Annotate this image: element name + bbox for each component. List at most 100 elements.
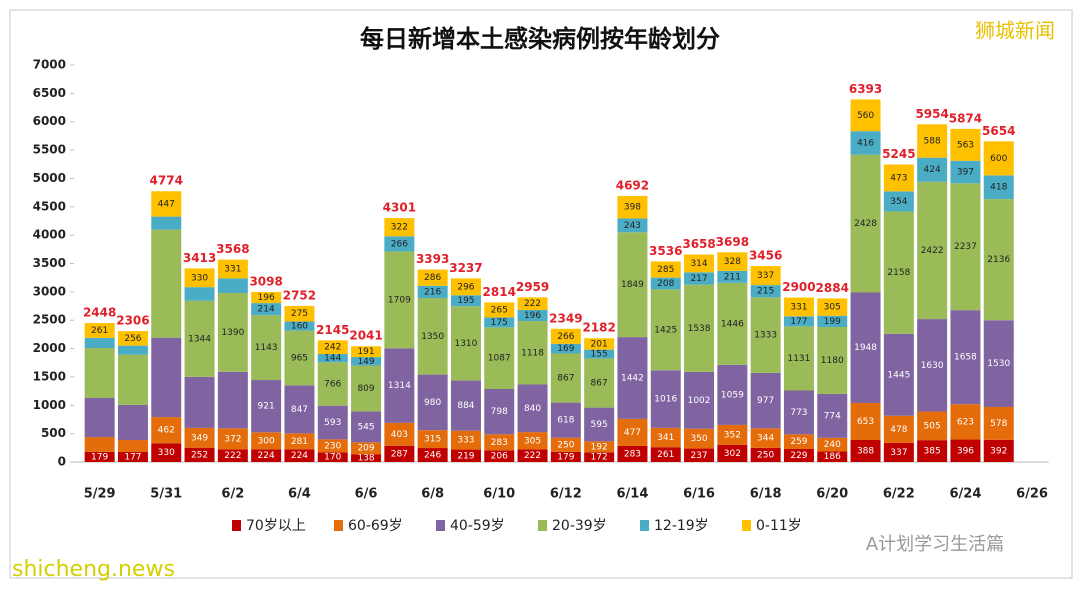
- data-label: 341: [657, 433, 674, 443]
- bar-segment: [217, 292, 248, 372]
- bar-segment: [983, 439, 1014, 462]
- data-label: 240: [824, 440, 841, 450]
- data-label: 217: [690, 274, 707, 284]
- data-label: 478: [890, 425, 907, 435]
- bar-segment: [783, 316, 814, 327]
- bar-segment: [417, 374, 448, 431]
- watermark: 狮城新闻: [975, 19, 1055, 43]
- data-label: 170: [324, 453, 341, 463]
- data-label: 305: [524, 436, 541, 446]
- bar-segment: [251, 291, 282, 304]
- data-label: 175: [491, 318, 508, 328]
- bar-segment: [584, 358, 615, 408]
- bar-segment: [517, 384, 548, 433]
- bar-segment: [850, 154, 881, 293]
- data-label: 473: [890, 173, 907, 183]
- data-label: 322: [391, 223, 408, 233]
- bar-segment: [450, 295, 481, 307]
- bar-segment: [251, 432, 282, 450]
- bar-segment: [484, 327, 515, 390]
- bar-segment: [650, 447, 681, 462]
- data-label: 222: [524, 451, 541, 461]
- bar-segment: [917, 319, 948, 412]
- data-label: 287: [391, 449, 408, 459]
- bar-segment: [684, 371, 715, 429]
- data-label: 179: [91, 452, 108, 462]
- data-label: 809: [357, 384, 374, 394]
- data-label: 266: [391, 239, 408, 249]
- total-label: 3536: [649, 244, 682, 258]
- data-label: 1016: [654, 395, 677, 405]
- bar-segment: [484, 389, 515, 435]
- data-label: 337: [890, 448, 907, 458]
- data-label: 1425: [654, 325, 677, 335]
- total-label: 5654: [982, 124, 1015, 138]
- y-tick-label: 500: [41, 426, 66, 440]
- data-label: 397: [957, 168, 974, 178]
- bar-segment: [684, 284, 715, 372]
- bar-segment: [617, 232, 648, 338]
- bar-segment: [284, 385, 315, 434]
- bar-segment: [84, 337, 115, 349]
- bar-segment: [450, 380, 481, 431]
- bar-segment: [550, 353, 581, 403]
- data-label: 1709: [388, 295, 411, 305]
- total-label: 2752: [283, 288, 316, 302]
- bar-segment: [717, 252, 748, 271]
- bar-segment: [717, 424, 748, 445]
- bar-segment: [251, 303, 282, 316]
- bar-segment: [750, 428, 781, 448]
- bar-segment: [950, 160, 981, 184]
- data-label: 1390: [221, 328, 244, 338]
- data-label: 144: [324, 354, 341, 364]
- data-label: 192: [591, 442, 608, 452]
- bar-segment: [584, 452, 615, 462]
- bar-segment: [917, 411, 948, 441]
- bar-segment: [917, 157, 948, 182]
- data-label: 296: [457, 282, 474, 292]
- data-label: 1658: [954, 353, 977, 363]
- data-label: 215: [757, 287, 774, 297]
- bar-segment: [484, 317, 515, 328]
- bar-segment: [717, 282, 748, 365]
- bar-segment: [84, 437, 115, 452]
- chart-title: 每日新增本土感染病例按年龄划分: [360, 25, 720, 53]
- data-label: 331: [224, 265, 241, 275]
- total-label: 6393: [849, 82, 882, 96]
- data-label: 315: [424, 435, 441, 445]
- bar-segment: [184, 427, 215, 448]
- data-label: 196: [524, 311, 541, 321]
- bar-segment: [317, 452, 348, 462]
- data-label: 1314: [388, 381, 411, 391]
- bar-segment: [351, 454, 382, 462]
- data-label: 177: [790, 317, 807, 327]
- y-tick-label: 5500: [33, 143, 66, 157]
- data-label: 563: [957, 140, 974, 150]
- bar-segment: [983, 175, 1014, 200]
- data-label: 416: [857, 138, 874, 148]
- data-label: 980: [424, 398, 441, 408]
- total-label: 2145: [316, 323, 349, 337]
- bar-segment: [450, 306, 481, 381]
- bar-segment: [351, 346, 382, 358]
- data-label: 2158: [887, 268, 910, 278]
- x-tick-label: 6/18: [750, 487, 782, 502]
- data-label: 344: [757, 434, 774, 444]
- bar-segment: [883, 415, 914, 443]
- bar-segment: [783, 326, 814, 391]
- data-label: 392: [990, 446, 1007, 456]
- y-tick-label: 2500: [33, 313, 66, 327]
- bar-segment: [584, 349, 615, 359]
- bar-segment: [883, 211, 914, 334]
- data-label: 160: [291, 322, 308, 332]
- data-label: 201: [591, 339, 608, 349]
- data-label: 285: [657, 265, 674, 275]
- bar-segment: [217, 449, 248, 462]
- data-label: 333: [457, 436, 474, 446]
- data-label: 261: [91, 326, 108, 336]
- bar-segment: [117, 404, 148, 441]
- data-label: 224: [291, 451, 308, 461]
- data-label: 331: [790, 302, 807, 312]
- bar-segment: [550, 437, 581, 452]
